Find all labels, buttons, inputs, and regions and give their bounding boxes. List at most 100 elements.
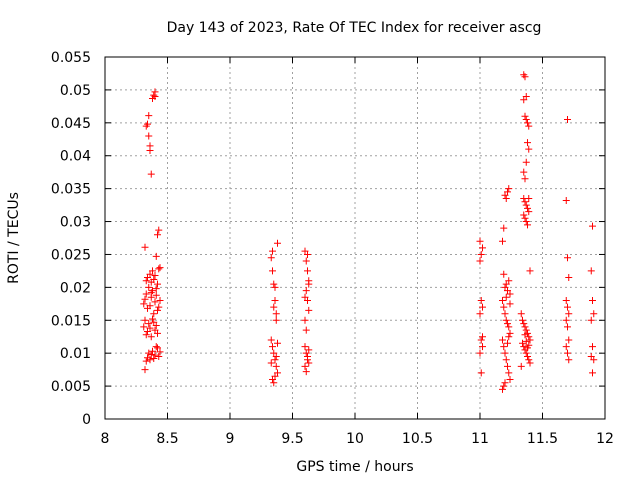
data-point xyxy=(525,195,533,203)
data-point xyxy=(156,297,164,305)
data-point xyxy=(590,310,598,318)
y-tick-label: 0.02 xyxy=(60,280,91,296)
y-tick-label: 0.05 xyxy=(60,83,91,99)
data-point xyxy=(517,362,525,370)
data-point xyxy=(526,336,534,344)
data-point xyxy=(269,267,276,275)
data-point xyxy=(521,331,529,339)
data-point xyxy=(271,372,279,380)
data-point xyxy=(525,145,533,153)
data-point xyxy=(147,170,155,178)
data-point xyxy=(500,343,508,351)
data-point xyxy=(271,283,279,291)
data-point xyxy=(565,336,573,344)
data-point xyxy=(150,310,158,318)
data-point xyxy=(504,188,511,196)
data-point xyxy=(564,349,571,357)
data-point xyxy=(506,329,514,337)
data-point xyxy=(562,316,570,324)
data-point xyxy=(564,323,571,331)
y-tick-label: 0.04 xyxy=(60,149,91,165)
x-tick-labels: 8 8.5 9 9.5 10 10.5 11 11.5 12 xyxy=(101,431,614,447)
x-tick-label: 8.5 xyxy=(156,431,178,447)
data-point xyxy=(302,326,310,334)
data-point xyxy=(565,273,573,281)
data-point xyxy=(589,222,596,230)
data-point xyxy=(272,316,280,324)
x-tick-label: 11 xyxy=(471,431,489,447)
data-point xyxy=(564,303,571,311)
data-point xyxy=(524,204,531,212)
data-point xyxy=(587,352,595,360)
data-point xyxy=(520,168,528,176)
data-point xyxy=(499,297,506,305)
data-point xyxy=(522,349,530,357)
data-point xyxy=(146,356,154,364)
data-point xyxy=(267,336,275,344)
data-point xyxy=(521,198,529,206)
data-point xyxy=(505,369,513,377)
data-point xyxy=(525,122,533,130)
data-point xyxy=(152,252,160,260)
data-point xyxy=(152,285,160,293)
data-point xyxy=(500,382,508,390)
data-point xyxy=(272,352,280,360)
data-point xyxy=(525,356,533,364)
data-point xyxy=(521,214,529,222)
data-point xyxy=(150,354,158,362)
data-point xyxy=(499,336,506,344)
data-point xyxy=(150,275,158,283)
data-point xyxy=(142,357,150,365)
data-point xyxy=(305,280,313,288)
data-point xyxy=(521,323,529,331)
data-point xyxy=(519,339,526,347)
data-point xyxy=(589,297,596,305)
data-point xyxy=(520,211,528,219)
data-point xyxy=(154,280,161,288)
data-point xyxy=(505,333,513,341)
data-point xyxy=(154,231,161,239)
data-point xyxy=(524,139,531,147)
data-point xyxy=(525,341,533,349)
data-point xyxy=(524,221,531,229)
y-tick-label: 0.055 xyxy=(51,50,91,66)
data-point xyxy=(145,320,153,328)
data-point xyxy=(477,336,485,344)
data-point xyxy=(301,362,309,370)
data-point xyxy=(587,267,595,275)
data-point xyxy=(565,310,573,318)
data-point xyxy=(302,287,310,295)
data-point xyxy=(149,315,156,323)
data-point xyxy=(562,343,570,351)
data-point xyxy=(524,352,531,360)
data-point xyxy=(499,385,506,393)
data-point xyxy=(304,250,311,258)
data-point xyxy=(156,264,164,272)
data-point xyxy=(146,302,154,310)
data-point xyxy=(154,306,161,314)
data-point xyxy=(301,293,309,301)
data-point xyxy=(525,208,533,216)
data-point xyxy=(589,369,596,377)
data-point xyxy=(141,243,149,251)
data-points xyxy=(140,71,598,393)
data-point xyxy=(140,300,148,308)
x-tick-label: 9 xyxy=(226,431,235,447)
x-tick-label: 8 xyxy=(101,431,110,447)
data-point xyxy=(526,267,534,275)
data-point xyxy=(521,73,529,81)
data-point xyxy=(525,333,533,341)
data-point xyxy=(305,346,313,354)
data-point xyxy=(522,158,530,166)
data-point xyxy=(500,303,508,311)
data-point xyxy=(501,379,509,387)
data-point xyxy=(477,250,485,258)
y-tick-label: 0 xyxy=(82,412,91,428)
data-point xyxy=(589,343,596,351)
y-tick-labels: 0 0.005 0.01 0.015 0.02 0.025 0.03 0.035 0.04 0.0… xyxy=(51,50,91,428)
data-point xyxy=(562,297,570,305)
data-point xyxy=(145,112,153,120)
data-point xyxy=(504,339,511,347)
data-point xyxy=(505,277,513,285)
